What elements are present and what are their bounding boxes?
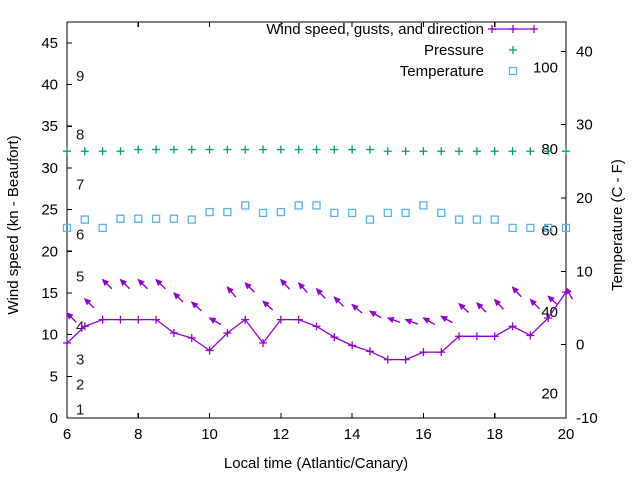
wind-direction-arrow bbox=[386, 316, 401, 324]
beaufort-scale-label: 1 bbox=[76, 402, 84, 419]
y-tick-label-right-celsius: 30 bbox=[576, 117, 593, 134]
beaufort-scale-label: 9 bbox=[76, 68, 84, 85]
wind-direction-arrow bbox=[351, 303, 363, 314]
y-axis-left-ticks: 0 5 10 15 20 25 30 35 40 45 bbox=[41, 35, 72, 427]
y-axis-right-title: Temperature (C - F) bbox=[609, 159, 626, 291]
x-tick-label: 10 bbox=[201, 426, 218, 443]
y-tick-label-left: 20 bbox=[41, 243, 58, 260]
wind-direction-arrow bbox=[440, 315, 453, 324]
x-tick-label: 18 bbox=[486, 426, 503, 443]
x-tick-label: 8 bbox=[134, 426, 142, 443]
wind-direction-arrow bbox=[155, 278, 166, 290]
wind-direction-arrow bbox=[101, 278, 113, 290]
beaufort-scale-labels: 1 2 3 4 5 6 7 8 9 bbox=[76, 68, 84, 418]
x-axis-ticks: 6 8 10 12 14 16 18 20 bbox=[63, 22, 575, 443]
beaufort-scale-label: 6 bbox=[76, 227, 84, 244]
y-tick-label-right-celsius: -10 bbox=[576, 410, 598, 427]
wind-direction-arrow bbox=[404, 318, 419, 325]
y-tick-label-left: 25 bbox=[41, 202, 58, 219]
y-tick-label-left: 5 bbox=[50, 368, 58, 385]
y-tick-label-right-fahrenheit: 80 bbox=[541, 141, 558, 158]
y-tick-label-left: 40 bbox=[41, 77, 58, 94]
wind-direction-arrow bbox=[565, 286, 574, 300]
beaufort-scale-label: 4 bbox=[76, 318, 84, 335]
x-tick-label: 12 bbox=[273, 426, 290, 443]
beaufort-scale-label: 2 bbox=[76, 377, 84, 394]
wind-direction-arrow bbox=[83, 297, 95, 309]
beaufort-scale-label: 8 bbox=[76, 127, 84, 144]
wind-direction-arrow bbox=[262, 300, 274, 311]
wind-direction-arrow bbox=[493, 298, 504, 310]
y-tick-label-left: 0 bbox=[50, 410, 58, 427]
y-axis-right-ticks: -10 0 10 20 30 40 bbox=[561, 43, 598, 427]
y-tick-label-right-celsius: 0 bbox=[576, 337, 584, 354]
beaufort-scale-label: 5 bbox=[76, 268, 84, 285]
y-tick-label-right-celsius: 20 bbox=[576, 190, 593, 207]
wind-direction-arrow bbox=[297, 282, 308, 294]
wind-direction-arrow bbox=[476, 302, 487, 313]
y-tick-label-right-fahrenheit: 20 bbox=[541, 386, 558, 403]
x-tick-label: 16 bbox=[415, 426, 432, 443]
y-tick-label-left: 30 bbox=[41, 160, 58, 177]
wind-direction-arrow bbox=[458, 302, 470, 314]
legend-entry-label: Temperature bbox=[400, 63, 484, 80]
wind-direction-arrow bbox=[511, 286, 522, 298]
y-tick-label-left: 15 bbox=[41, 285, 58, 302]
x-tick-label: 20 bbox=[558, 426, 575, 443]
wind-direction-arrow bbox=[190, 301, 202, 312]
x-axis-title: Local time (Atlantic/Canary) bbox=[224, 455, 408, 472]
wind-direction-arrow bbox=[547, 295, 559, 306]
wind-direction-arrow bbox=[422, 317, 436, 326]
x-tick-label: 14 bbox=[344, 426, 361, 443]
series-temperature bbox=[62, 201, 571, 233]
wind-direction-arrow bbox=[529, 298, 541, 310]
wind-direction-arrow bbox=[368, 310, 382, 319]
y-axis-left-title: Wind speed (kn - Beaufort) bbox=[5, 135, 22, 314]
series-wind-gusts bbox=[66, 278, 574, 326]
legend-entry-label: Pressure bbox=[424, 42, 484, 59]
wind-direction-arrow bbox=[315, 287, 326, 299]
chart-legend: Wind speed, gusts, and direction Pressure… bbox=[266, 21, 538, 80]
wind-direction-arrow bbox=[137, 278, 148, 290]
wind-direction-arrow bbox=[208, 317, 222, 326]
wind-direction-arrow bbox=[119, 278, 131, 290]
wind-direction-arrow bbox=[333, 296, 345, 307]
legend-entry-label: Wind speed, gusts, and direction bbox=[266, 21, 484, 38]
wind-direction-arrow bbox=[280, 278, 291, 290]
y-tick-label-left: 35 bbox=[41, 118, 58, 135]
y-tick-label-right-fahrenheit: 100 bbox=[533, 60, 558, 77]
y-tick-label-right-celsius: 40 bbox=[576, 43, 593, 60]
beaufort-scale-label: 7 bbox=[76, 177, 84, 194]
y-tick-label-left: 45 bbox=[41, 35, 58, 52]
series-wind-speed bbox=[63, 288, 570, 364]
wind-direction-arrow bbox=[244, 282, 255, 293]
wind-direction-arrow bbox=[226, 286, 237, 298]
beaufort-scale-label: 3 bbox=[76, 352, 84, 369]
wind-direction-arrow bbox=[66, 312, 77, 323]
y-tick-label-left: 10 bbox=[41, 327, 58, 344]
y-tick-label-right-fahrenheit: 40 bbox=[541, 304, 558, 321]
y-tick-label-right-celsius: 10 bbox=[576, 263, 593, 280]
wind-direction-arrow bbox=[173, 292, 184, 303]
x-tick-label: 6 bbox=[63, 426, 71, 443]
series-pressure bbox=[63, 145, 570, 156]
